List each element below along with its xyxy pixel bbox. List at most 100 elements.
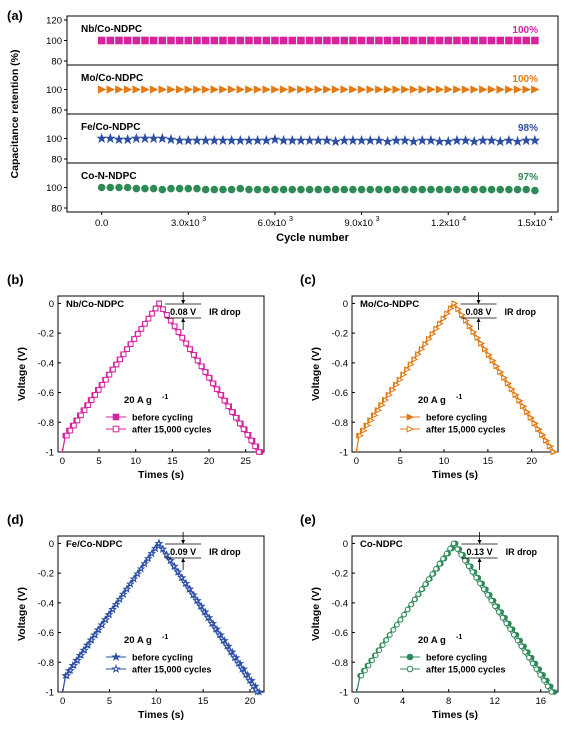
circle-marker xyxy=(314,185,323,194)
x-tick-label: 3.0x10 xyxy=(171,218,200,229)
circle-marker xyxy=(383,185,392,194)
triangle-marker xyxy=(314,85,324,94)
square-marker xyxy=(221,397,228,404)
legend-label: after 15,000 cycles xyxy=(132,665,212,675)
circle-marker xyxy=(484,592,491,598)
ir-drop-value: 0.13 V xyxy=(467,547,493,557)
circle-marker xyxy=(492,603,498,610)
square-marker xyxy=(106,36,115,45)
square-marker xyxy=(64,432,70,439)
y-tick-label: 120 xyxy=(46,16,62,27)
legend: before cycling after 15,000 cycles xyxy=(400,653,506,675)
circle-marker xyxy=(480,586,487,592)
triangle-marker xyxy=(409,85,419,94)
triangle-marker xyxy=(392,85,402,94)
triangle-marker xyxy=(158,85,168,94)
star-marker xyxy=(278,134,289,146)
star-marker xyxy=(347,134,359,146)
square-marker xyxy=(401,36,409,45)
x-tick-label: 20 xyxy=(245,696,256,707)
triangle-marker xyxy=(461,85,471,94)
triangle-marker xyxy=(340,85,350,94)
circle-marker xyxy=(349,185,357,194)
square-marker xyxy=(184,36,193,45)
circle-marker xyxy=(458,552,464,558)
x-tick-label: 0 xyxy=(60,456,65,467)
star-marker xyxy=(87,635,96,644)
triangle-marker xyxy=(406,425,415,433)
circle-marker xyxy=(193,184,201,193)
square-marker xyxy=(522,36,531,45)
square-marker xyxy=(112,413,120,421)
star-marker xyxy=(356,134,367,146)
triangle-marker xyxy=(489,357,497,364)
star-marker xyxy=(111,663,121,674)
circle-marker xyxy=(429,571,436,577)
star-marker xyxy=(133,569,142,578)
y-tick-label: -0.4 xyxy=(332,358,348,369)
star-marker xyxy=(230,653,239,662)
square-marker xyxy=(167,317,174,324)
x-tick-exponent: 3 xyxy=(376,216,380,223)
x-tick-label: 0 xyxy=(354,456,359,467)
triangle-marker xyxy=(440,315,448,322)
x-tick-label: 16 xyxy=(535,696,546,707)
legend: before cycling after 15,000 cycles xyxy=(106,651,212,675)
panel-label: (e) xyxy=(300,512,316,527)
circle-marker xyxy=(514,637,521,644)
x-tick-label: 4 xyxy=(400,696,405,707)
circle-marker xyxy=(132,184,141,193)
triangle-marker xyxy=(368,417,376,424)
circle-marker xyxy=(375,185,383,194)
square-marker xyxy=(206,374,212,381)
circle-marker xyxy=(236,184,245,193)
square-marker xyxy=(88,397,95,403)
arrow-up-head-icon xyxy=(181,318,186,322)
circle-marker xyxy=(376,647,383,654)
panel-label: (d) xyxy=(7,512,24,527)
x-tick-label: 5 xyxy=(107,696,112,707)
triangle-marker xyxy=(451,300,459,307)
square-marker xyxy=(256,449,262,455)
triangle-marker xyxy=(505,85,514,94)
star-marker xyxy=(243,134,255,146)
triangle-marker xyxy=(401,85,410,94)
star-marker xyxy=(233,659,243,667)
x-tick-label: 6.0x10 xyxy=(258,218,287,229)
circle-marker xyxy=(531,186,539,195)
circle-marker xyxy=(529,660,536,667)
square-marker xyxy=(453,36,461,45)
star-marker xyxy=(91,630,100,639)
star-marker xyxy=(241,670,250,679)
triangle-marker xyxy=(375,407,383,414)
arrow-down-head-icon xyxy=(181,540,186,544)
sample-title: Co-NDPC xyxy=(360,539,403,550)
square-marker xyxy=(158,36,167,45)
star-marker xyxy=(101,615,110,624)
star-marker xyxy=(218,636,228,645)
legend-label: before cycling xyxy=(132,653,193,663)
triangle-marker xyxy=(508,386,516,393)
square-marker xyxy=(149,310,155,317)
circle-marker xyxy=(279,185,288,194)
star-marker xyxy=(148,132,160,144)
square-marker xyxy=(187,346,193,352)
arrow-up-head-icon xyxy=(181,558,186,562)
circle-marker xyxy=(394,622,400,628)
y-tick-label: 0 xyxy=(49,539,54,550)
square-marker xyxy=(513,36,522,45)
square-marker xyxy=(496,36,505,45)
triangle-marker xyxy=(429,330,437,338)
y-tick-label: -0.8 xyxy=(38,658,54,669)
y-tick-label: 100 xyxy=(46,134,62,145)
star-marker xyxy=(191,134,203,146)
x-tick-label: 9.0x10 xyxy=(344,218,373,229)
triangle-marker xyxy=(393,381,401,388)
star-marker xyxy=(96,132,108,144)
square-marker xyxy=(194,357,201,364)
triangle-marker xyxy=(372,412,379,419)
square-marker xyxy=(245,36,253,45)
circle-marker xyxy=(544,683,551,690)
circle-marker xyxy=(496,185,505,194)
triangle-marker xyxy=(474,334,481,341)
